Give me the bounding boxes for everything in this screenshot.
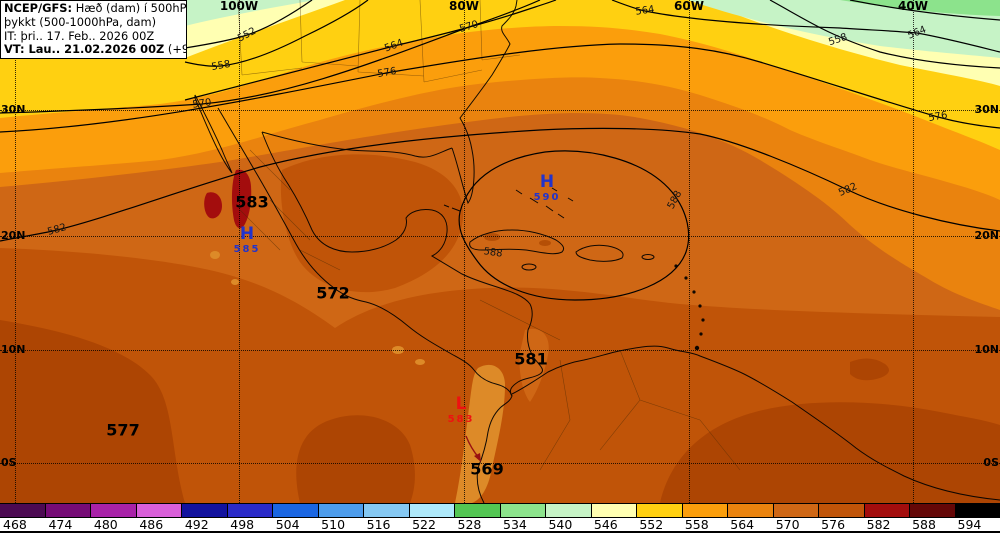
- colorbar-cell-522: [409, 504, 455, 517]
- colorbar-cell-504: [273, 504, 319, 517]
- map-canvas: 100W 80W 60W 40W 30N 30N 20N 20N 10N 10N 0S 0S 552 5…: [0, 0, 1000, 503]
- colorbar-tick-label: 594: [957, 517, 982, 532]
- colorbar-cell-492: [182, 504, 228, 517]
- band-582-588-blob2: [204, 192, 222, 219]
- colorbar-tick-label: 552: [639, 517, 664, 532]
- colorbar-tick-label: 540: [548, 517, 573, 532]
- colorbar-tick-label: 528: [457, 517, 482, 532]
- colorbar: 468 474 480 486 492 498 504 510 516 522 528 534 540 5…: [0, 503, 1000, 533]
- band-dark-spot: [850, 358, 889, 381]
- colorbar-cell-558: [682, 504, 728, 517]
- colorbar-cell-552: [637, 504, 683, 517]
- low-center-arrow: [465, 435, 481, 462]
- height-contours: [0, 0, 1000, 301]
- band-patch-costarica2: [415, 359, 425, 365]
- colorbar-cell-516: [364, 504, 410, 517]
- colorbar-cell-594: [955, 504, 1000, 517]
- map-art: [0, 0, 1000, 503]
- colorbar-cell-510: [318, 504, 364, 517]
- colorbar-tick-label: 474: [48, 517, 73, 532]
- colorbar-cell-576: [819, 504, 865, 517]
- band-patch-colombia: [519, 328, 549, 402]
- colorbar-tick-label: 534: [503, 517, 527, 532]
- colorbar-tick-label: 564: [730, 517, 755, 532]
- colorbar-tick-label: 582: [866, 517, 891, 532]
- info-line-1: NCEP/GFS: Hæð (dam) í 500hPa og: [4, 1, 186, 15]
- colorbar-cell-570: [773, 504, 819, 517]
- colorbar-cell-582: [864, 504, 910, 517]
- band-552-558: [0, 0, 1000, 150]
- colorbar-tick-label: 576: [821, 517, 846, 532]
- band-534-540: [840, 0, 1000, 16]
- colorbar-tick-label: 504: [275, 517, 300, 532]
- colorbar-cells: [0, 503, 1000, 518]
- band-dark-south-east: [660, 402, 1000, 503]
- colorbar-tick-label: 588: [912, 517, 936, 532]
- colorbar-cell-486: [136, 504, 182, 517]
- colorbar-tick-label: 498: [230, 517, 255, 532]
- band-patch-yucatan: [280, 154, 464, 293]
- band-dark-south-west: [0, 320, 185, 503]
- band-582-588-blob1: [231, 169, 252, 229]
- band-patch-cuba1: [484, 233, 500, 241]
- colorbar-cell-528: [455, 504, 501, 517]
- info-line-4: VT: Lau.. 21.02.2026 00Z (+96 h): [4, 42, 186, 57]
- colorbar-cell-474: [45, 504, 91, 517]
- colorbar-cell-534: [500, 504, 546, 517]
- band-dark-south-mid: [296, 415, 415, 503]
- info-line-2: þykkt (500-1000hPa, dam): [4, 14, 157, 29]
- band-patch-costarica1: [392, 346, 404, 354]
- colorbar-cell-588: [910, 504, 956, 517]
- colorbar-labels: 468 474 480 486 492 498 504 510 516 522 528 534 540 5…: [0, 517, 1000, 532]
- colorbar-tick-label: 486: [139, 517, 164, 532]
- colorbar-cell-546: [591, 504, 637, 517]
- colorbar-tick-label: 516: [366, 517, 391, 532]
- colorbar-cell-564: [728, 504, 774, 517]
- colorbar-tick-label: 468: [3, 517, 27, 532]
- colorbar-cell-480: [91, 504, 137, 517]
- colorbar-cell-468: [0, 504, 46, 517]
- band-patch-andes: [455, 364, 505, 503]
- band-patch-mexico2: [231, 279, 239, 285]
- coastlines: [194, 0, 1000, 503]
- band-patch-cuba2: [539, 240, 551, 246]
- colorbar-tick-label: 546: [593, 517, 618, 532]
- info-box: NCEP/GFS: Hæð (dam) í 500hPa og þykkt (5…: [0, 0, 187, 59]
- colorbar-tick-label: 510: [321, 517, 346, 532]
- colorbar-tick-label: 492: [184, 517, 209, 532]
- colorbar-tick-label: 570: [775, 517, 800, 532]
- colorbar-cell-540: [546, 504, 592, 517]
- colorbar-tick-label: 480: [93, 517, 118, 532]
- band-patch-mexico1: [210, 251, 220, 259]
- info-line-3: IT: þri.. 17. Feb.. 2026 00Z: [4, 28, 155, 43]
- colorbar-tick-label: 558: [684, 517, 709, 532]
- colorbar-tick-label: 522: [412, 517, 436, 532]
- colorbar-cell-498: [227, 504, 273, 517]
- colorbar-bottom-rule: [0, 531, 1000, 533]
